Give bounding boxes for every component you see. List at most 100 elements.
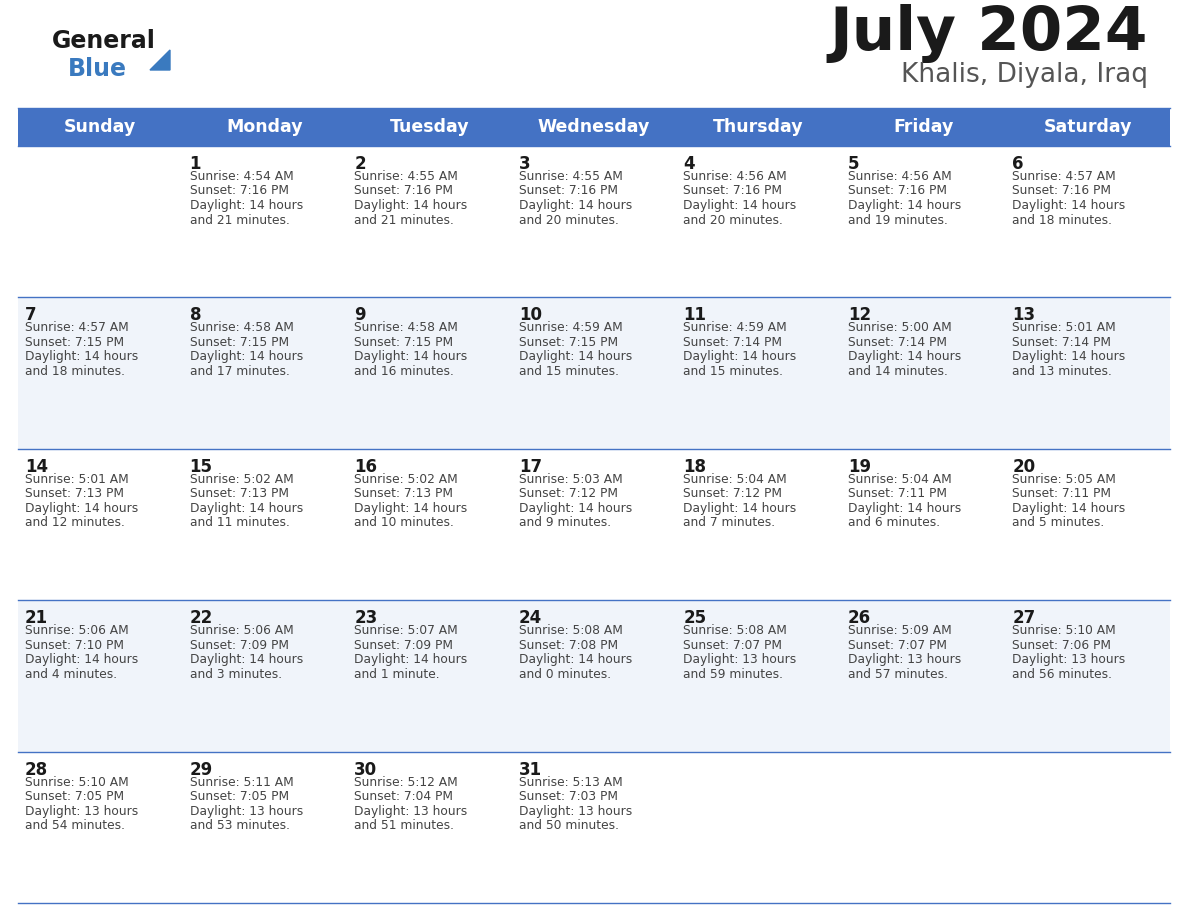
Text: Daylight: 14 hours: Daylight: 14 hours <box>1012 502 1126 515</box>
Text: and 51 minutes.: and 51 minutes. <box>354 819 454 832</box>
Text: Sunrise: 5:08 AM: Sunrise: 5:08 AM <box>683 624 788 637</box>
Bar <box>18 449 1170 600</box>
Text: and 3 minutes.: and 3 minutes. <box>190 667 282 681</box>
Text: Sunrise: 5:06 AM: Sunrise: 5:06 AM <box>25 624 128 637</box>
Text: 1: 1 <box>190 155 201 173</box>
Text: Daylight: 14 hours: Daylight: 14 hours <box>1012 199 1126 212</box>
Text: and 54 minutes.: and 54 minutes. <box>25 819 125 832</box>
Text: 7: 7 <box>25 307 37 324</box>
Text: Sunrise: 5:02 AM: Sunrise: 5:02 AM <box>190 473 293 486</box>
Text: Daylight: 14 hours: Daylight: 14 hours <box>354 654 467 666</box>
Text: 23: 23 <box>354 610 378 627</box>
Text: 28: 28 <box>25 761 49 778</box>
Text: Sunset: 7:04 PM: Sunset: 7:04 PM <box>354 790 453 803</box>
Text: 22: 22 <box>190 610 213 627</box>
Text: 25: 25 <box>683 610 707 627</box>
Text: Sunset: 7:16 PM: Sunset: 7:16 PM <box>848 185 947 197</box>
Text: Sunrise: 5:10 AM: Sunrise: 5:10 AM <box>25 776 128 789</box>
Text: Sunrise: 4:55 AM: Sunrise: 4:55 AM <box>519 170 623 183</box>
Text: Sunset: 7:06 PM: Sunset: 7:06 PM <box>1012 639 1112 652</box>
Text: Sunset: 7:15 PM: Sunset: 7:15 PM <box>190 336 289 349</box>
Text: Daylight: 14 hours: Daylight: 14 hours <box>354 351 467 364</box>
Text: Saturday: Saturday <box>1043 118 1132 136</box>
Text: Daylight: 14 hours: Daylight: 14 hours <box>683 351 796 364</box>
Text: Sunset: 7:09 PM: Sunset: 7:09 PM <box>354 639 453 652</box>
Text: and 18 minutes.: and 18 minutes. <box>25 364 125 378</box>
Text: Blue: Blue <box>68 57 127 81</box>
Text: and 11 minutes.: and 11 minutes. <box>190 516 290 530</box>
Text: Sunrise: 5:09 AM: Sunrise: 5:09 AM <box>848 624 952 637</box>
Text: and 18 minutes.: and 18 minutes. <box>1012 214 1112 227</box>
Text: Sunrise: 4:59 AM: Sunrise: 4:59 AM <box>519 321 623 334</box>
Text: General: General <box>52 29 156 53</box>
Text: Sunrise: 4:59 AM: Sunrise: 4:59 AM <box>683 321 786 334</box>
Text: Daylight: 14 hours: Daylight: 14 hours <box>190 502 303 515</box>
Text: Sunset: 7:16 PM: Sunset: 7:16 PM <box>519 185 618 197</box>
Text: Sunrise: 4:58 AM: Sunrise: 4:58 AM <box>190 321 293 334</box>
Text: Sunset: 7:13 PM: Sunset: 7:13 PM <box>25 487 124 500</box>
Polygon shape <box>150 50 170 70</box>
Text: Sunrise: 5:00 AM: Sunrise: 5:00 AM <box>848 321 952 334</box>
Text: Sunset: 7:13 PM: Sunset: 7:13 PM <box>354 487 453 500</box>
Text: Daylight: 13 hours: Daylight: 13 hours <box>25 804 138 818</box>
Text: Daylight: 14 hours: Daylight: 14 hours <box>848 351 961 364</box>
Text: Sunset: 7:16 PM: Sunset: 7:16 PM <box>683 185 782 197</box>
Text: 4: 4 <box>683 155 695 173</box>
Text: Sunset: 7:16 PM: Sunset: 7:16 PM <box>354 185 453 197</box>
Text: Sunrise: 4:56 AM: Sunrise: 4:56 AM <box>848 170 952 183</box>
Text: Daylight: 14 hours: Daylight: 14 hours <box>1012 351 1126 364</box>
Text: and 21 minutes.: and 21 minutes. <box>354 214 454 227</box>
Text: 6: 6 <box>1012 155 1024 173</box>
Text: 8: 8 <box>190 307 201 324</box>
Text: Sunrise: 5:04 AM: Sunrise: 5:04 AM <box>848 473 952 486</box>
Bar <box>18 146 1170 297</box>
Text: Daylight: 14 hours: Daylight: 14 hours <box>25 351 138 364</box>
Text: and 17 minutes.: and 17 minutes. <box>190 364 290 378</box>
Text: Sunset: 7:09 PM: Sunset: 7:09 PM <box>190 639 289 652</box>
Text: and 15 minutes.: and 15 minutes. <box>683 364 783 378</box>
Text: Sunrise: 5:05 AM: Sunrise: 5:05 AM <box>1012 473 1117 486</box>
Text: 20: 20 <box>1012 458 1036 476</box>
Text: and 57 minutes.: and 57 minutes. <box>848 667 948 681</box>
Text: Khalis, Diyala, Iraq: Khalis, Diyala, Iraq <box>901 62 1148 88</box>
Text: Daylight: 14 hours: Daylight: 14 hours <box>519 199 632 212</box>
Text: Sunrise: 5:03 AM: Sunrise: 5:03 AM <box>519 473 623 486</box>
Text: Sunrise: 5:02 AM: Sunrise: 5:02 AM <box>354 473 457 486</box>
Text: Daylight: 14 hours: Daylight: 14 hours <box>848 199 961 212</box>
Text: and 15 minutes.: and 15 minutes. <box>519 364 619 378</box>
Text: Daylight: 13 hours: Daylight: 13 hours <box>354 804 467 818</box>
Text: Sunset: 7:12 PM: Sunset: 7:12 PM <box>519 487 618 500</box>
Text: and 4 minutes.: and 4 minutes. <box>25 667 118 681</box>
Text: 12: 12 <box>848 307 871 324</box>
Text: Daylight: 14 hours: Daylight: 14 hours <box>25 502 138 515</box>
Text: Wednesday: Wednesday <box>538 118 650 136</box>
Text: 27: 27 <box>1012 610 1036 627</box>
Text: and 20 minutes.: and 20 minutes. <box>683 214 783 227</box>
Text: 24: 24 <box>519 610 542 627</box>
Text: Sunset: 7:03 PM: Sunset: 7:03 PM <box>519 790 618 803</box>
Text: July 2024: July 2024 <box>829 4 1148 63</box>
Bar <box>18 600 1170 752</box>
Text: Daylight: 14 hours: Daylight: 14 hours <box>683 199 796 212</box>
Text: Sunset: 7:16 PM: Sunset: 7:16 PM <box>1012 185 1112 197</box>
Text: 19: 19 <box>848 458 871 476</box>
Text: and 1 minute.: and 1 minute. <box>354 667 440 681</box>
Text: Sunday: Sunday <box>64 118 137 136</box>
Text: 31: 31 <box>519 761 542 778</box>
Text: 3: 3 <box>519 155 530 173</box>
Text: and 16 minutes.: and 16 minutes. <box>354 364 454 378</box>
Text: Sunset: 7:07 PM: Sunset: 7:07 PM <box>683 639 782 652</box>
Text: Sunrise: 5:01 AM: Sunrise: 5:01 AM <box>25 473 128 486</box>
Text: Sunrise: 4:54 AM: Sunrise: 4:54 AM <box>190 170 293 183</box>
Text: 13: 13 <box>1012 307 1036 324</box>
Text: 9: 9 <box>354 307 366 324</box>
Text: Sunset: 7:14 PM: Sunset: 7:14 PM <box>848 336 947 349</box>
Text: 14: 14 <box>25 458 49 476</box>
Text: and 0 minutes.: and 0 minutes. <box>519 667 611 681</box>
Text: Sunrise: 4:58 AM: Sunrise: 4:58 AM <box>354 321 459 334</box>
Text: Daylight: 14 hours: Daylight: 14 hours <box>354 502 467 515</box>
Text: Daylight: 13 hours: Daylight: 13 hours <box>848 654 961 666</box>
Text: Sunrise: 5:07 AM: Sunrise: 5:07 AM <box>354 624 457 637</box>
Text: and 59 minutes.: and 59 minutes. <box>683 667 783 681</box>
Bar <box>18 752 1170 903</box>
